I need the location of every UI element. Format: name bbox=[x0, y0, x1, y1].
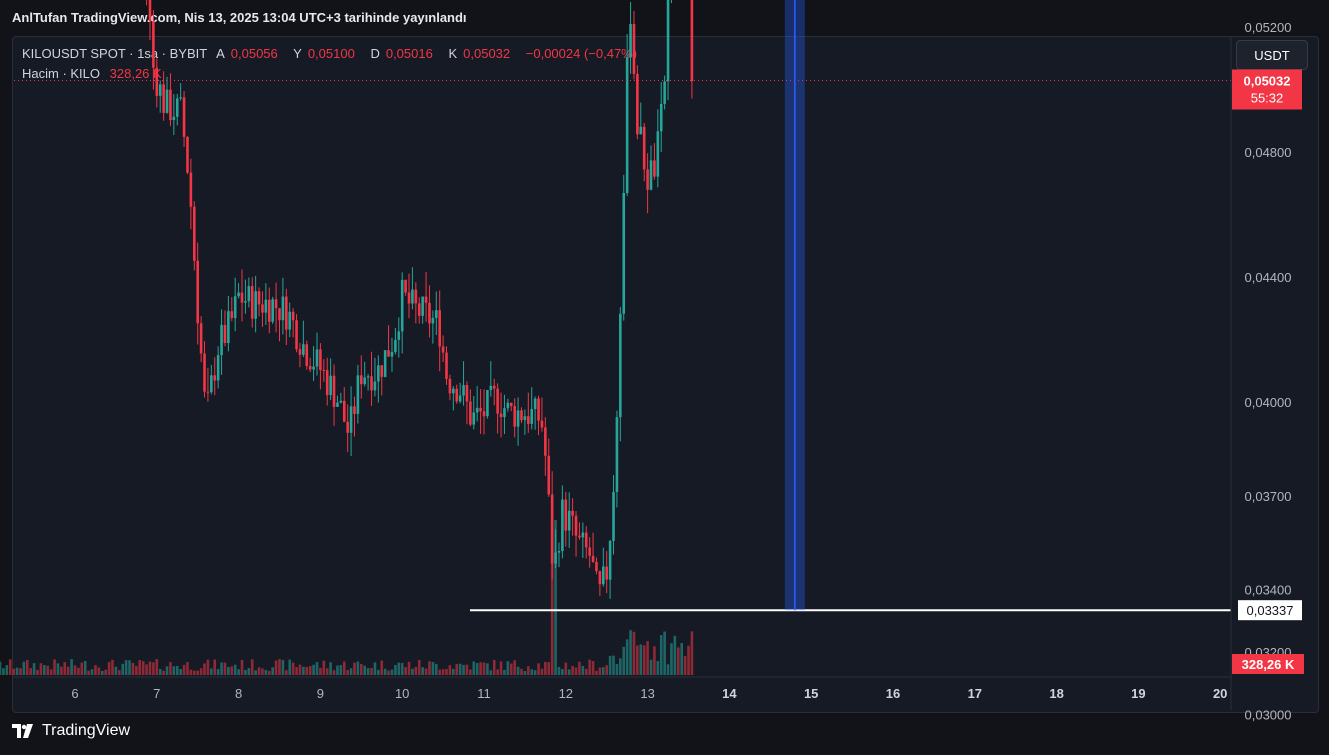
chart-panel[interactable] bbox=[12, 36, 1319, 713]
volume-bar bbox=[0, 661, 2, 675]
publication-title: AnlTufan TradingView.com, Nis 13, 2025 1… bbox=[12, 10, 467, 25]
currency-button[interactable]: USDT bbox=[1236, 40, 1308, 70]
symbol-legend: KILOUSDT SPOT · 1sa · BYBIT A 0,05056 Y 0,… bbox=[22, 46, 643, 61]
high-label: Y bbox=[293, 46, 302, 61]
volume-bar bbox=[5, 665, 9, 675]
low-label: D bbox=[370, 46, 380, 61]
open-label: A bbox=[216, 46, 225, 61]
close-value: 0,05032 bbox=[463, 46, 511, 61]
tradingview-brand: TradingView bbox=[42, 722, 131, 739]
open-value: 0,05056 bbox=[230, 46, 278, 61]
low-value: 0,05016 bbox=[385, 46, 433, 61]
price-tick-label: 0,05200 bbox=[1245, 20, 1292, 35]
high-value: 0,05100 bbox=[307, 46, 355, 61]
close-label: K bbox=[448, 46, 458, 61]
volume-bar bbox=[2, 668, 5, 675]
symbol-info: KILOUSDT SPOT · 1sa · BYBIT bbox=[22, 46, 208, 61]
change-value: −0,00024 (−0,47%) bbox=[525, 46, 638, 61]
tradingview-footer[interactable]: TradingView bbox=[12, 722, 130, 740]
volume-legend: Hacim · KILO 328,26 K bbox=[22, 66, 168, 81]
volume-label: Hacim · KILO bbox=[22, 66, 101, 81]
volume-value: 328,26 K bbox=[109, 66, 162, 81]
tv-logo-icon bbox=[12, 724, 33, 738]
